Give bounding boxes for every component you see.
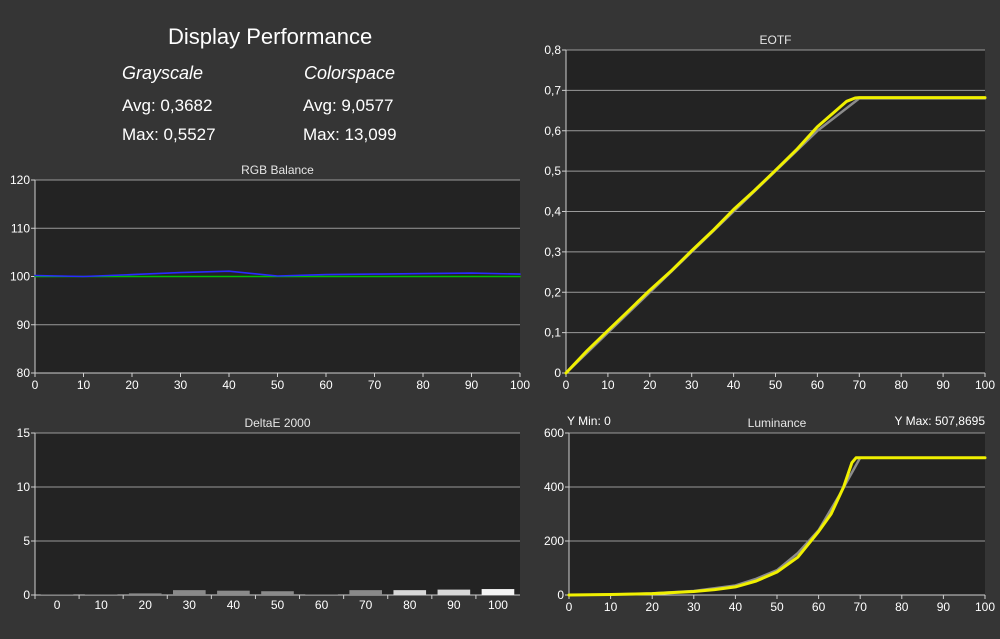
- deltae_2000-bar: [217, 590, 250, 595]
- eotf-x-tick-label: 50: [769, 378, 783, 392]
- deltae_2000-bar: [349, 590, 382, 595]
- eotf-y-tick-label: 0: [554, 366, 561, 380]
- deltae_2000-x-tick-label: 90: [447, 598, 461, 612]
- rgb_balance-y-tick-label: 100: [10, 270, 30, 284]
- deltae_2000-x-tick-label: 100: [488, 598, 508, 612]
- rgb_balance-x-tick-label: 40: [222, 378, 236, 392]
- luminance-x-tick-label: 0: [566, 600, 573, 614]
- rgb_balance-x-tick-label: 30: [174, 378, 188, 392]
- grayscale-avg: Avg: 0,3682: [122, 96, 213, 115]
- eotf-x-tick-label: 80: [895, 378, 909, 392]
- deltae_2000-x-tick-label: 80: [403, 598, 417, 612]
- colorspace-avg: Avg: 9,0577: [303, 96, 394, 115]
- deltae_2000-y-tick-label: 10: [17, 480, 31, 494]
- deltae_2000-bar: [173, 590, 206, 595]
- luminance-y-tick-label: 200: [544, 534, 564, 548]
- deltae_2000-bar: [481, 589, 515, 595]
- luminance-series-measured: [567, 456, 987, 597]
- luminance-ymax-label: Y Max: 507,8695: [894, 414, 985, 428]
- luminance-x-tick-label: 20: [646, 600, 660, 614]
- eotf-x-tick-label: 70: [853, 378, 867, 392]
- colorspace-max: Max: 13,099: [303, 125, 397, 144]
- luminance-x-tick-label: 60: [812, 600, 826, 614]
- luminance-x-tick-label: 80: [895, 600, 909, 614]
- eotf-x-tick-label: 20: [643, 378, 657, 392]
- deltae_2000-x-tick-label: 10: [94, 598, 108, 612]
- rgb_balance-y-tick-label: 120: [10, 173, 30, 187]
- deltae_2000-x-tick-label: 40: [227, 598, 241, 612]
- eotf-y-tick-label: 0,8: [544, 43, 561, 57]
- deltae_2000-x-tick-label: 0: [54, 598, 61, 612]
- rgb_balance-x-tick-label: 80: [416, 378, 430, 392]
- rgb_balance-x-tick-label: 70: [368, 378, 382, 392]
- eotf-y-tick-label: 0,6: [544, 124, 561, 138]
- eotf-y-tick-label: 0,1: [544, 326, 561, 340]
- deltae_2000-bar: [128, 593, 162, 595]
- rgb_balance-x-tick-label: 60: [319, 378, 333, 392]
- colorspace-heading: Colorspace: [304, 63, 396, 83]
- deltae_2000-y-tick-label: 0: [23, 588, 30, 602]
- eotf-title: EOTF: [760, 33, 792, 47]
- luminance-y-tick-label: 600: [544, 426, 564, 440]
- rgb_balance-y-tick-label: 110: [11, 221, 30, 235]
- summary-title: Display Performance: [168, 24, 373, 49]
- deltae_2000-bar: [261, 591, 294, 595]
- deltae_2000-y-tick-label: 5: [23, 534, 30, 548]
- eotf-x-tick-label: 90: [936, 378, 950, 392]
- luminance-x-tick-label: 90: [937, 600, 951, 614]
- eotf-x-tick-label: 30: [685, 378, 699, 392]
- grayscale-max: Max: 0,5527: [122, 125, 216, 144]
- deltae_2000-bar: [84, 594, 118, 595]
- eotf-y-tick-label: 0,4: [544, 205, 561, 219]
- deltae_2000-plot-area: [35, 433, 520, 595]
- rgb_balance-x-tick-label: 20: [125, 378, 139, 392]
- deltae_2000-x-tick-label: 70: [359, 598, 373, 612]
- eotf-x-tick-label: 100: [975, 378, 995, 392]
- deltae_2000-bar: [437, 589, 471, 595]
- deltae_2000-bar: [305, 594, 338, 595]
- luminance-x-tick-label: 10: [604, 600, 618, 614]
- deltae_2000-title: DeltaE 2000: [244, 416, 310, 430]
- rgb_balance-title: RGB Balance: [241, 163, 314, 177]
- deltae_2000-x-tick-label: 60: [315, 598, 329, 612]
- rgb_balance-y-tick-label: 80: [17, 366, 31, 380]
- eotf-y-tick-label: 0,5: [544, 164, 561, 178]
- eotf-series-measured: [564, 96, 987, 375]
- luminance-plot-area: [569, 433, 985, 595]
- luminance-x-tick-label: 30: [687, 600, 701, 614]
- luminance-y-tick-label: 0: [557, 588, 564, 602]
- eotf-y-tick-label: 0,2: [544, 285, 561, 299]
- luminance-x-tick-label: 50: [770, 600, 784, 614]
- luminance-ymin-label: Y Min: 0: [567, 414, 611, 428]
- display-performance-summary: Display Performance Grayscale Avg: 0,368…: [0, 0, 530, 160]
- luminance-x-tick-label: 100: [975, 600, 995, 614]
- deltae_2000-x-tick-label: 50: [271, 598, 285, 612]
- rgb_balance-x-tick-label: 0: [32, 378, 39, 392]
- luminance-x-tick-label: 40: [729, 600, 743, 614]
- eotf-x-tick-label: 60: [811, 378, 825, 392]
- deltae_2000-x-tick-label: 20: [139, 598, 153, 612]
- eotf-x-tick-label: 0: [563, 378, 570, 392]
- rgb_balance-x-tick-label: 50: [271, 378, 285, 392]
- deltae_2000-x-tick-label: 30: [183, 598, 197, 612]
- luminance-title: Luminance: [748, 416, 807, 430]
- grayscale-heading: Grayscale: [122, 63, 204, 83]
- deltae_2000-bar: [393, 590, 427, 595]
- luminance-y-tick-label: 400: [544, 480, 564, 494]
- eotf-x-tick-label: 10: [601, 378, 615, 392]
- rgb_balance-series-blue: [34, 270, 521, 278]
- deltae_2000-bar: [40, 594, 74, 595]
- rgb_balance-x-tick-label: 100: [510, 378, 530, 392]
- luminance-x-tick-label: 70: [854, 600, 868, 614]
- rgb_balance-y-tick-label: 90: [17, 318, 31, 332]
- deltae_2000-y-tick-label: 15: [17, 426, 31, 440]
- rgb_balance-x-tick-label: 90: [465, 378, 479, 392]
- rgb_balance-x-tick-label: 10: [77, 378, 91, 392]
- eotf-y-tick-label: 0,3: [544, 245, 561, 259]
- eotf-y-tick-label: 0,7: [544, 83, 561, 97]
- eotf-x-tick-label: 40: [727, 378, 741, 392]
